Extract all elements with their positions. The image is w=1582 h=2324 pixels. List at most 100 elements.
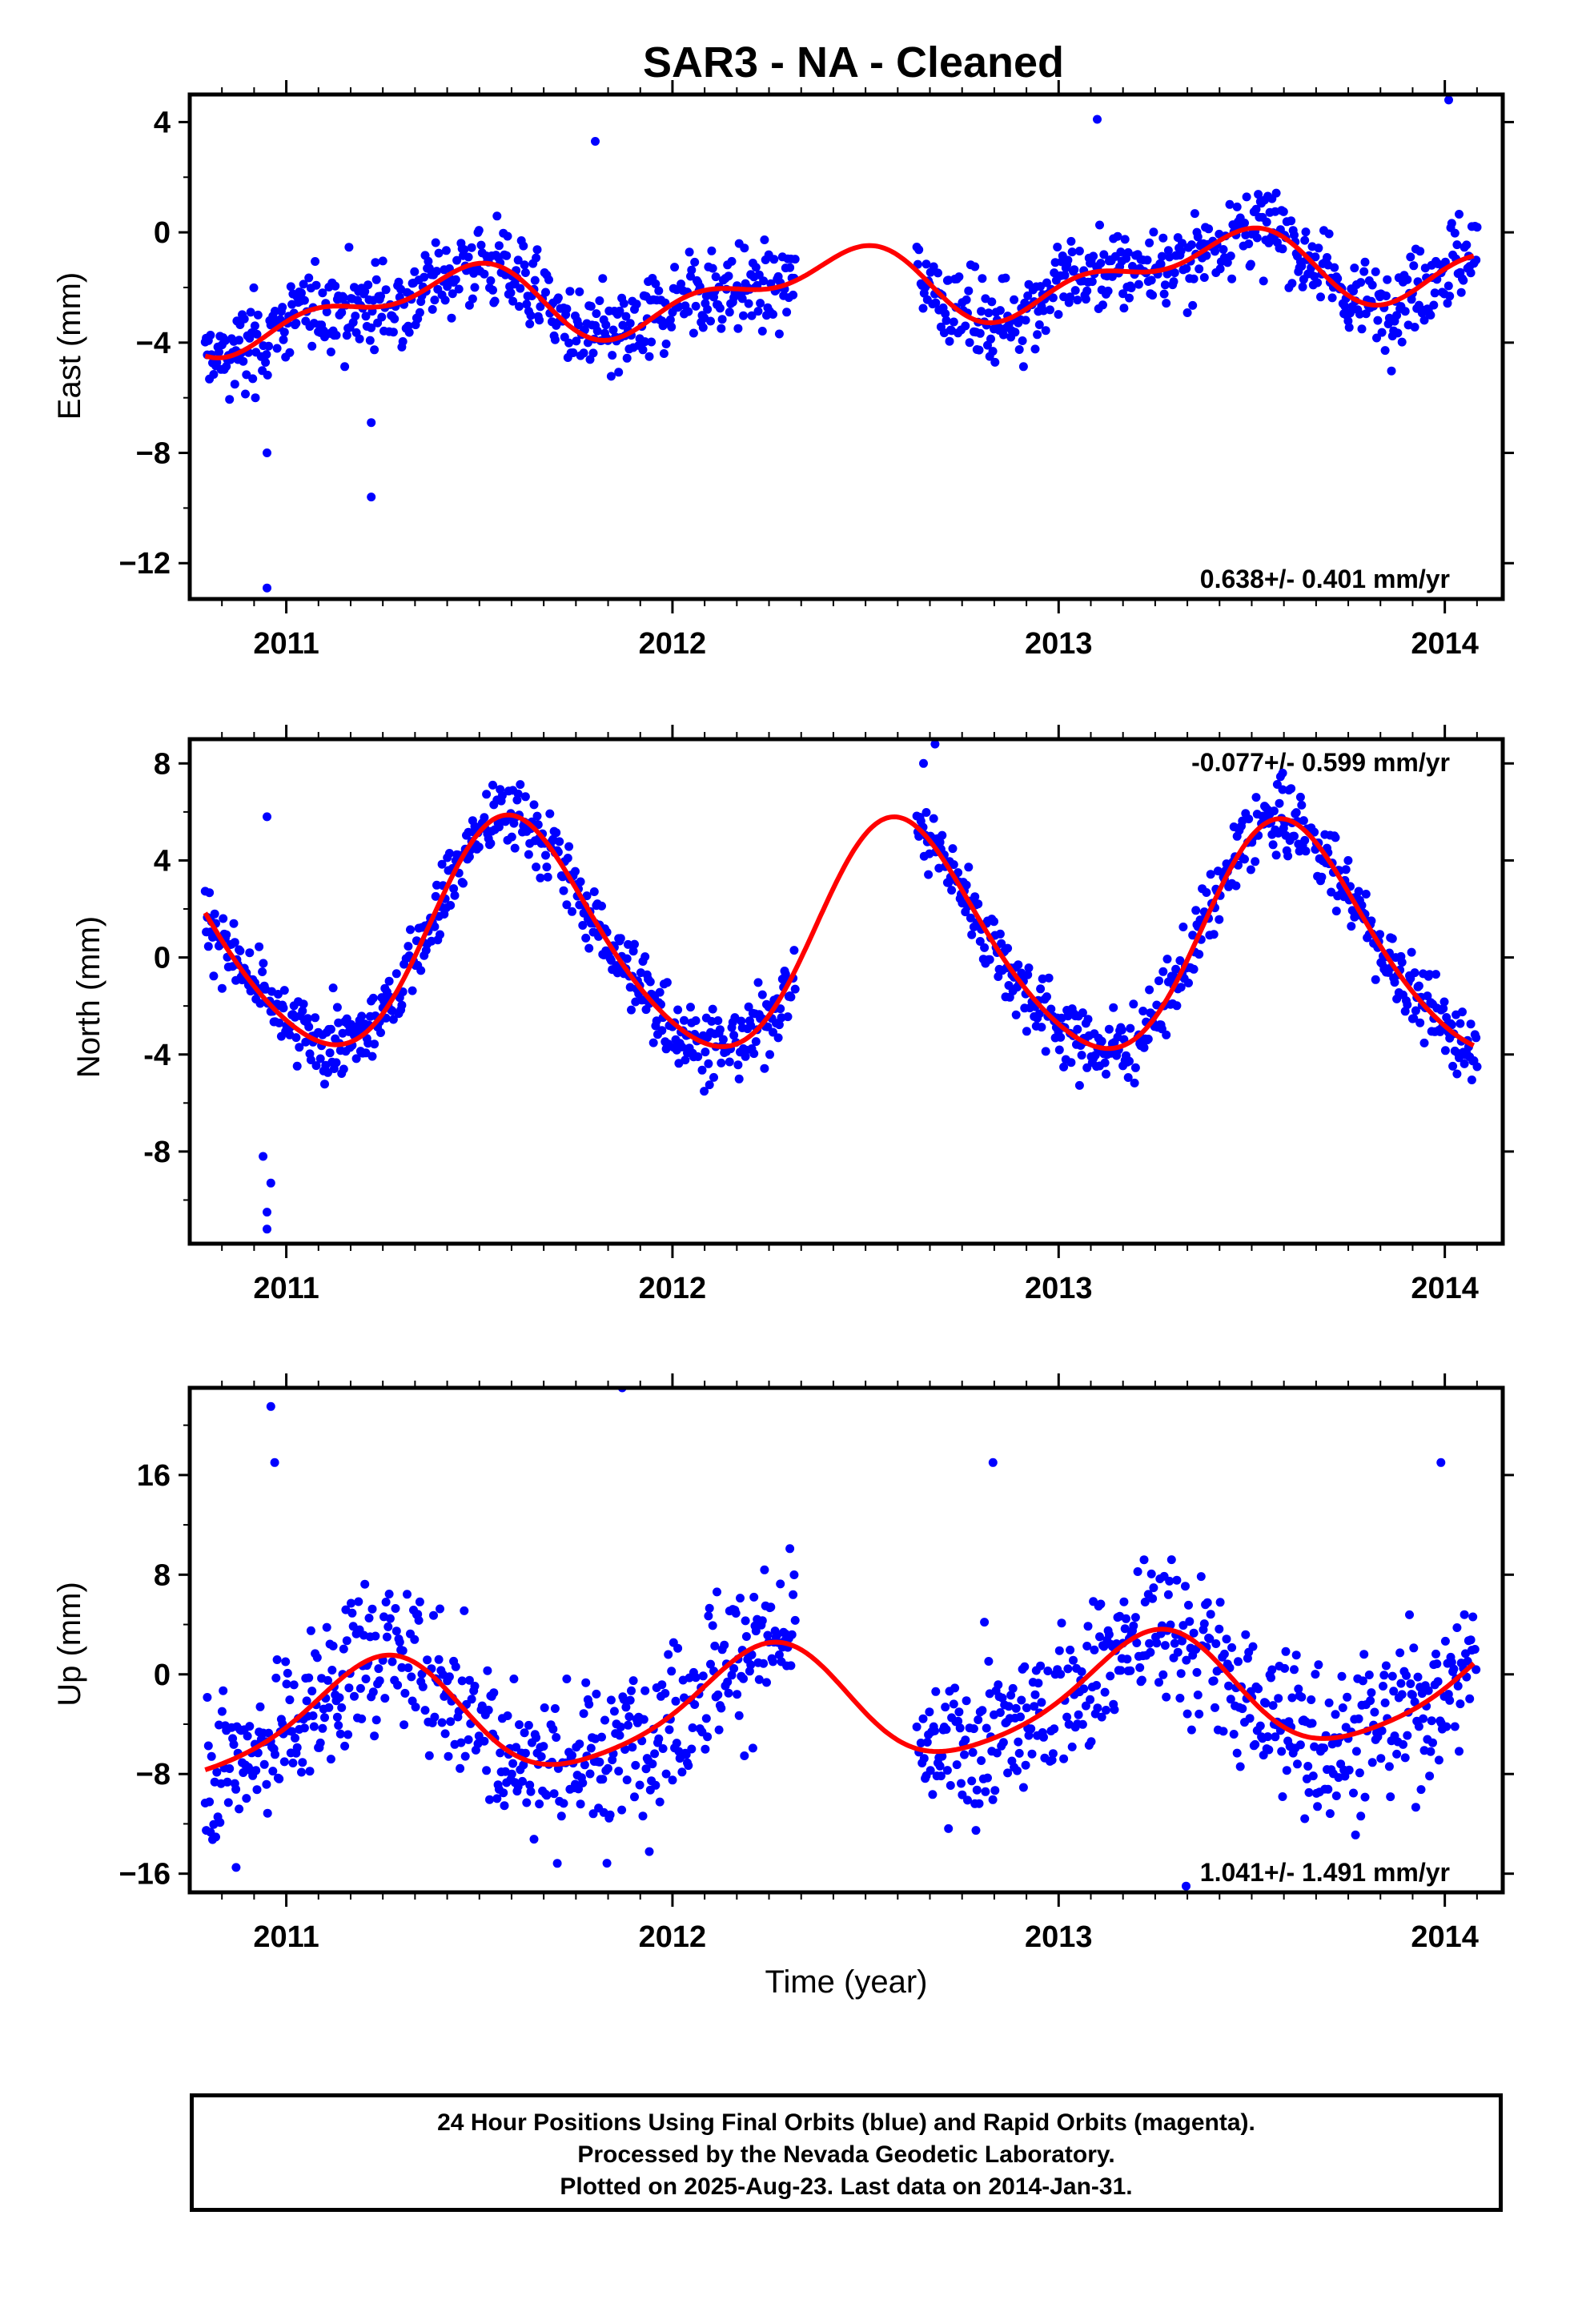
data-point [734,1074,744,1084]
outlier-point [367,493,376,502]
data-point [322,308,331,316]
data-point [969,1724,978,1734]
data-point [677,279,686,289]
data-point [342,331,351,340]
data-point [1018,1783,1028,1792]
data-point [562,900,572,910]
data-point [717,1703,726,1713]
data-point [751,1037,761,1047]
data-point [1117,1025,1126,1035]
data-point [701,1744,710,1754]
data-point [595,296,604,305]
data-point [370,1731,379,1741]
data-point [508,1759,518,1768]
data-point [1240,854,1249,864]
data-point [921,259,931,269]
data-point [638,345,648,355]
data-point [1170,268,1179,278]
data-point [415,1597,424,1606]
data-point [1397,958,1407,967]
data-point [255,942,264,951]
data-point [1142,255,1152,265]
data-point [616,934,625,943]
data-point [741,1616,750,1626]
data-point [364,1614,374,1622]
data-point [600,1715,609,1725]
x-tick-label: 2013 [1025,627,1093,661]
data-point [1098,300,1107,310]
data-point [225,1764,235,1773]
data-point [299,279,308,289]
data-point [536,873,545,883]
data-point [1295,792,1305,802]
data-point [1290,231,1299,239]
data-point [1431,1649,1440,1659]
data-point [477,1701,487,1711]
data-point [1148,1594,1158,1603]
data-point [1316,292,1325,302]
data-point [242,370,251,380]
data-point [414,1615,424,1625]
data-point [736,1594,745,1603]
data-point [1175,956,1185,965]
data-point [1059,1754,1069,1763]
data-point [584,1699,594,1709]
data-point [1254,1684,1263,1694]
data-point [323,1675,332,1685]
data-point [1442,1013,1452,1022]
data-point [659,349,669,358]
data-point [757,990,767,999]
data-point [1291,1651,1301,1660]
data-point [1073,296,1082,305]
data-point [249,283,259,292]
data-point [1279,207,1288,216]
data-point [464,1735,473,1744]
data-point [1122,1614,1130,1623]
data-point [706,316,715,326]
data-point [304,1673,314,1683]
data-point [1307,1695,1316,1704]
data-point [542,1791,552,1800]
data-point [1211,1703,1219,1712]
data-point [1116,1666,1126,1675]
data-point [957,1779,966,1788]
data-point [1429,300,1439,310]
data-point [1414,981,1423,991]
data-point [925,1707,934,1717]
data-point [416,966,426,975]
data-point [484,1705,493,1715]
data-point [942,1766,952,1775]
data-point [285,1695,295,1705]
data-point [1271,1732,1280,1742]
data-point [673,1643,683,1653]
data-point [1042,992,1051,1002]
data-point [1090,1645,1099,1655]
data-point [291,1033,301,1043]
data-point [1014,1748,1024,1758]
data-point [945,336,954,346]
data-point [1130,1613,1140,1622]
data-point [1271,850,1281,860]
data-point [1413,1672,1423,1682]
data-point [1403,1731,1412,1740]
plot-frame [187,92,1505,601]
data-point [223,1777,232,1787]
data-point [624,1720,632,1730]
data-point [509,1675,519,1683]
data-point [1209,1676,1219,1686]
data-point [789,1590,798,1599]
data-point [1443,299,1452,308]
data-point [725,308,734,317]
data-point [520,268,530,277]
data-point [581,933,591,943]
data-point [654,286,664,296]
data-point [975,937,985,946]
data-point [1082,1642,1092,1651]
data-point [1400,1753,1410,1763]
data-point [335,1729,345,1739]
data-point [1126,1023,1135,1033]
data-point [367,323,376,332]
data-point [385,1614,395,1623]
data-point [1381,1661,1391,1671]
data-point [762,1678,771,1687]
